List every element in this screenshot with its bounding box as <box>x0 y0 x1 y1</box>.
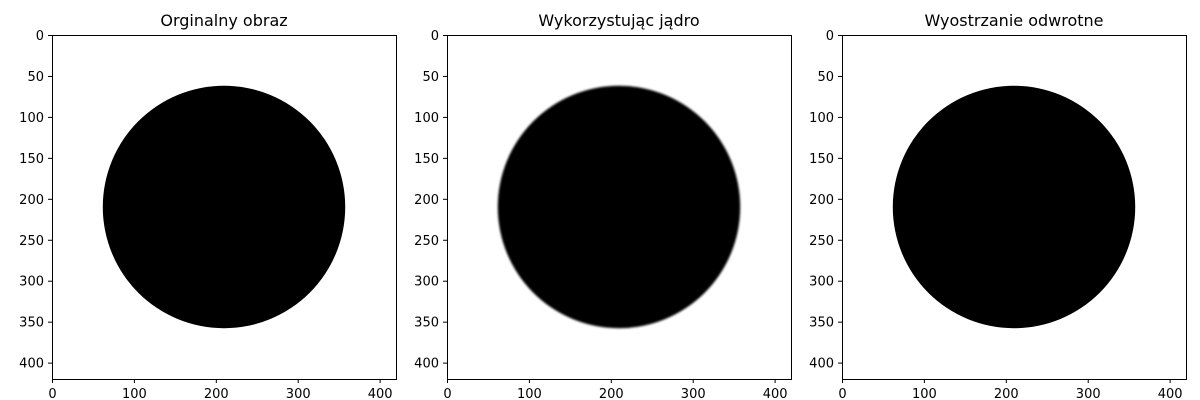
filled-circle <box>102 85 346 329</box>
x-tick-label: 0 <box>838 387 846 400</box>
y-tick-label: 350 <box>414 316 439 331</box>
y-tick-label: 100 <box>19 111 44 126</box>
x-tick-label: 100 <box>122 387 147 400</box>
y-tick-label: 350 <box>19 316 44 331</box>
y-tick-label: 200 <box>809 193 834 208</box>
image-panel-3: Wyostrzanie odwrotne 0 100 200 300 400 0 50 100 1… <box>809 11 1187 400</box>
axes-frame <box>447 35 792 380</box>
y-tick-label: 400 <box>809 357 834 372</box>
filled-circle <box>892 85 1136 329</box>
y-tick-label: 250 <box>19 234 44 249</box>
panel-title: Wykorzystując jądro <box>538 11 699 30</box>
y-tick-label: 0 <box>826 29 834 44</box>
y-tick-label: 300 <box>809 275 834 290</box>
y-tick-label: 0 <box>36 29 44 44</box>
x-tick-label: 0 <box>48 387 56 400</box>
y-tick-label: 150 <box>809 152 834 167</box>
y-tick-label: 100 <box>414 111 439 126</box>
x-tick-label: 400 <box>763 387 788 400</box>
y-tick-label: 150 <box>19 152 44 167</box>
x-tick-label: 0 <box>443 387 451 400</box>
x-tick-label: 200 <box>994 387 1019 400</box>
x-tick-label: 300 <box>1076 387 1101 400</box>
x-tick-label: 400 <box>1158 387 1183 400</box>
y-tick-label: 300 <box>19 275 44 290</box>
image-panel-2: Wykorzystując jądro 0 100 200 300 400 0 50 100 15… <box>414 11 792 400</box>
panel-title: Orginalny obraz <box>160 11 287 30</box>
y-tick-label: 0 <box>431 29 439 44</box>
y-tick-label: 300 <box>414 275 439 290</box>
y-tick-label: 100 <box>809 111 834 126</box>
y-tick-label: 200 <box>414 193 439 208</box>
y-tick-label: 50 <box>27 70 44 85</box>
x-tick-label: 400 <box>368 387 393 400</box>
axes-frame <box>842 35 1187 380</box>
panel-title: Wyostrzanie odwrotne <box>924 11 1103 30</box>
y-tick-label: 150 <box>414 152 439 167</box>
y-tick-label: 400 <box>19 357 44 372</box>
y-tick-label: 250 <box>414 234 439 249</box>
y-tick-label: 50 <box>817 70 834 85</box>
axes-frame <box>52 35 397 380</box>
y-tick-label: 200 <box>19 193 44 208</box>
x-tick-label: 200 <box>599 387 624 400</box>
y-tick-label: 400 <box>414 357 439 372</box>
y-tick-label: 350 <box>809 316 834 331</box>
x-tick-label: 200 <box>204 387 229 400</box>
x-tick-label: 300 <box>681 387 706 400</box>
x-tick-label: 100 <box>517 387 542 400</box>
x-tick-label: 100 <box>912 387 937 400</box>
x-tick-label: 300 <box>286 387 311 400</box>
image-panel-1: Orginalny obraz 0 100 200 300 400 0 50 100 150 200… <box>19 11 397 400</box>
filled-circle <box>497 85 741 329</box>
y-tick-label: 250 <box>809 234 834 249</box>
y-tick-label: 50 <box>422 70 439 85</box>
